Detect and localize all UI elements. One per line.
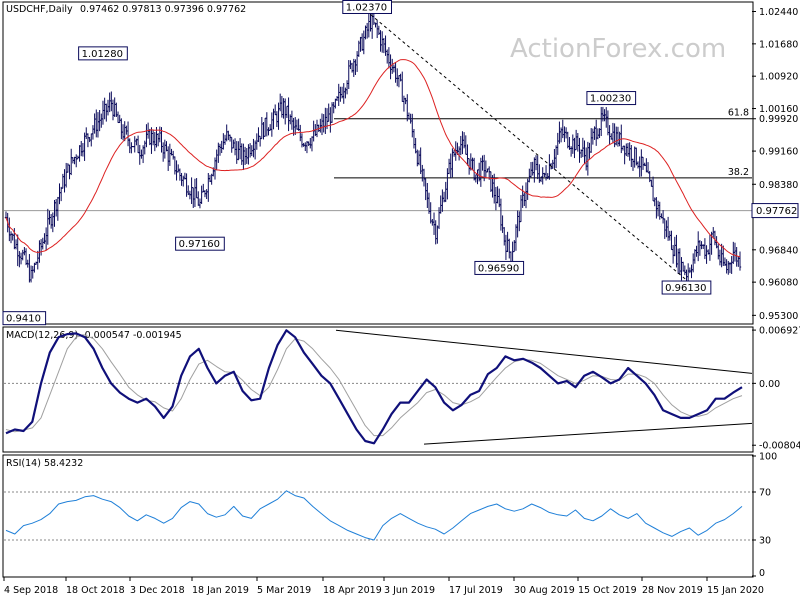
- x-axis: 4 Sep 2018 18 Oct 2018 3 Dec 2018 18 Jan 20…: [3, 577, 764, 596]
- x-tick-label: 18 Jan 2019: [192, 585, 249, 596]
- x-tick-label: 3 Dec 2018: [130, 585, 185, 596]
- rsi-y-tick-label: 70: [759, 488, 771, 499]
- annotation-box: [78, 46, 128, 61]
- annotation-box: [586, 91, 637, 106]
- macd-y-tick-label: 0.006927: [759, 326, 800, 337]
- price-y-tick-label: 1.00920: [759, 72, 798, 83]
- price-header-ohlc: 0.97462 0.97813 0.97396 0.97762: [80, 4, 246, 15]
- annotation-label: 0.9410: [6, 314, 41, 325]
- annotation-box: [175, 236, 225, 251]
- price-header-symbol: USDCHF,Daily: [6, 4, 73, 15]
- rsi-y-tick-label: 100: [759, 452, 777, 463]
- rsi-y-tick-label: 30: [759, 536, 771, 547]
- macd-y-tick-label: -0.008049: [759, 441, 800, 452]
- x-tick-label: 30 Aug 2019: [514, 585, 575, 596]
- price-annotations: 0.9410 1.01280 0.97160 1.02370 0.96590 1.0023…: [2, 0, 712, 326]
- x-tick-label: 4 Sep 2018: [4, 585, 58, 596]
- current-price-box: [751, 203, 799, 219]
- price-y-tick-label: 1.02440: [759, 7, 798, 18]
- candles: [4, 6, 742, 287]
- x-tick-label: 15 Oct 2019: [578, 585, 637, 596]
- macd-y-axis: 0.006927 0.00 -0.008049: [4, 326, 800, 452]
- moving-average: [5, 59, 741, 258]
- x-tick-label: 5 Mar 2019: [257, 585, 311, 596]
- x-tick-label: 17 Jul 2019: [449, 585, 503, 596]
- rsi-y-tick-label: 0: [759, 568, 765, 579]
- macd-line: [5, 329, 743, 445]
- price-y-tick-label: 0.95300: [759, 311, 798, 322]
- rsi-lines: [5, 490, 743, 541]
- rsi-panel: RSI(14) 58.4232 100 70 30 0: [2, 452, 777, 579]
- annotation-label: 1.00230: [590, 94, 631, 105]
- price-panel: USDCHF,Daily 0.97462 0.97813 0.97396 0.9…: [2, 0, 799, 326]
- macd-lines: [5, 329, 753, 445]
- x-tick-label: 28 Nov 2019: [642, 585, 703, 596]
- fib-level-label: 61.8: [728, 108, 749, 119]
- price-trendline: [370, 14, 687, 281]
- dashed-trendline: [370, 14, 687, 281]
- rsi-panel-frame: [2, 454, 754, 578]
- macd-lower-trendline: [423, 422, 753, 445]
- price-y-tick-label: 0.96840: [759, 245, 798, 256]
- price-y-tick-label: 0.98380: [759, 180, 798, 191]
- current-price-marker: 0.97762: [751, 203, 799, 219]
- current-price-label: 0.97762: [756, 206, 797, 217]
- price-y-tick-label: 0.99160: [759, 147, 798, 158]
- watermark: ActionForex.com: [510, 34, 726, 64]
- fib-levels: 61.8 38.2: [4, 108, 752, 212]
- annotation-label: 0.96130: [665, 283, 706, 294]
- x-tick-label: 18 Apr 2019: [323, 585, 382, 596]
- macd-upper-trendline: [335, 329, 753, 374]
- annotation-box: [2, 311, 47, 326]
- price-y-tick-label: 1.01680: [759, 39, 798, 50]
- macd-panel-frame: [2, 326, 754, 453]
- macd-y-tick-label: 0.00: [759, 379, 780, 390]
- rsi-y-axis: 100 70 30 0: [4, 452, 777, 579]
- price-y-tick-label: 0.99920: [759, 114, 798, 125]
- rsi-line: [5, 490, 743, 541]
- annotation-box: [474, 260, 525, 275]
- rsi-label: RSI(14) 58.4232: [6, 458, 83, 469]
- macd-signal-line: [5, 334, 743, 437]
- x-tick-label: 3 Jun 2019: [384, 585, 435, 596]
- annotation-box: [661, 280, 712, 295]
- annotation-label: 0.97160: [179, 239, 220, 250]
- annotation-label: 0.96590: [478, 263, 519, 274]
- x-tick-label: 18 Oct 2018: [66, 585, 125, 596]
- macd-label: MACD(12,26,9) -0.000547 -0.001945: [6, 330, 182, 341]
- price-y-tick-label: 0.96080: [759, 278, 798, 289]
- price-y-tick-label: 1.00160: [759, 104, 798, 115]
- moving-average-line: [5, 59, 741, 258]
- annotation-label: 1.01280: [82, 49, 123, 60]
- annotation-box: [342, 0, 392, 14]
- annotation-label: 1.02370: [346, 2, 387, 13]
- macd-panel: MACD(12,26,9) -0.000547 -0.001945 0.0069…: [2, 326, 800, 453]
- fib-level-label: 38.2: [728, 167, 749, 178]
- x-tick-label: 15 Jan 2020: [707, 585, 764, 596]
